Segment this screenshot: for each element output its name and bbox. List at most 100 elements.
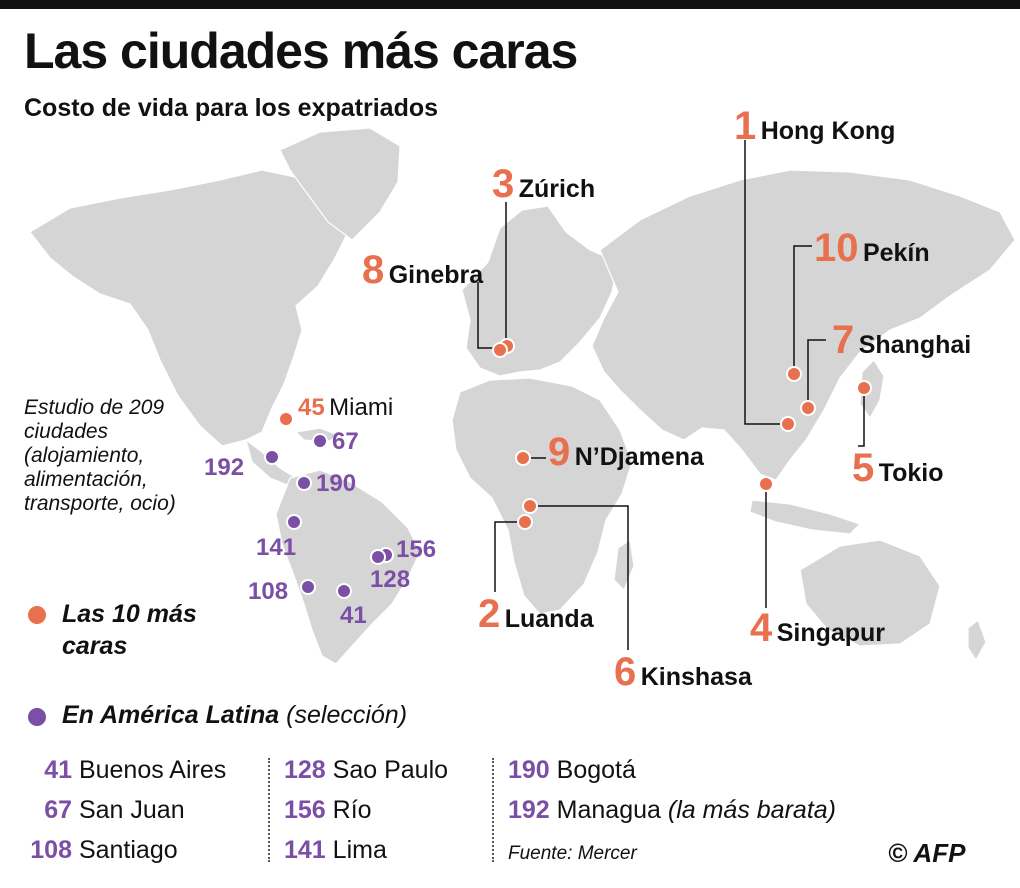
legend-top10-label: Las 10 más caras — [62, 600, 197, 660]
afp-credit: © AFP — [888, 838, 966, 868]
africa-land — [451, 377, 633, 615]
table-city: Managua — [556, 796, 661, 824]
table-city: San Juan — [78, 796, 185, 824]
study-note: Estudio de 209 ciudades (alojamiento, al… — [24, 396, 176, 515]
table-row: 192 Managua (la más barata) — [508, 798, 836, 823]
city-name: Miami — [329, 394, 394, 421]
asia-land — [591, 169, 1016, 481]
north-america-land — [29, 169, 351, 447]
leader-pekin — [793, 245, 812, 374]
marker-singapur — [758, 476, 774, 492]
page-title: Las ciudades más caras — [24, 23, 578, 79]
label-miami: 45 Miami — [298, 396, 393, 420]
page-subtitle: Costo de vida para los expatriados — [24, 94, 439, 122]
table-city: Lima — [332, 836, 387, 864]
city-name: Zúrich — [518, 175, 596, 203]
table-row: 67 San Juan — [20, 796, 185, 824]
marker-pekin — [786, 366, 802, 382]
marker-sao-paulo — [370, 549, 386, 565]
map-rank-managua: 192 — [204, 454, 245, 481]
table-rank: 141 — [284, 836, 326, 864]
indonesia-land — [749, 499, 862, 535]
rank-number: 3 — [492, 162, 515, 206]
map-rank-santiago: 108 — [248, 578, 289, 605]
table-row: 128 Sao Paulo — [284, 758, 448, 783]
rank-number: 6 — [614, 650, 637, 694]
rank-number: 9 — [548, 430, 571, 474]
new-zealand-land — [967, 619, 987, 662]
leader-hong-kong — [744, 140, 788, 425]
table-city: Sao Paulo — [332, 756, 449, 784]
label-pekin: 10 Pekín — [814, 228, 930, 268]
column-separator — [268, 758, 270, 862]
marker-managua — [264, 449, 280, 465]
table-row: 108 Santiago — [20, 836, 178, 864]
table-city: Buenos Aires — [78, 756, 227, 784]
map-rank-buenos-aires: 41 — [340, 602, 367, 629]
legend-top10-dot — [28, 606, 46, 624]
top10-markers — [278, 338, 872, 530]
rank-number: 1 — [734, 104, 757, 148]
table-row: 190 Bogotá — [508, 758, 636, 783]
map-rank-lima: 141 — [256, 534, 297, 561]
city-name: Ginebra — [388, 261, 484, 289]
city-name: Hong Kong — [760, 117, 896, 145]
label-ndjamena: 9 N’Djamena — [548, 432, 704, 472]
legend-latam-main: En América Latina — [62, 701, 280, 729]
rank-number: 8 — [362, 248, 385, 292]
label-shanghai: 7 Shanghai — [832, 320, 971, 360]
australia-land — [799, 539, 941, 647]
europe-land — [461, 205, 619, 377]
marker-lima — [286, 514, 302, 530]
marker-ndjamena — [515, 450, 531, 466]
legend-latam-label: En América Latina (selección) — [62, 703, 407, 728]
marker-ginebra — [492, 342, 508, 358]
source-note: Fuente: Mercer — [508, 843, 637, 864]
leader-luanda — [494, 521, 525, 592]
table-rank: 67 — [44, 796, 72, 824]
marker-shanghai — [800, 400, 816, 416]
madagascar-land — [613, 538, 635, 592]
table-note: (la más barata) — [667, 796, 836, 824]
table-city: Santiago — [78, 836, 178, 864]
rank-number: 2 — [478, 592, 501, 636]
label-ginebra: 8 Ginebra — [362, 250, 483, 290]
table-rank: 190 — [508, 756, 550, 784]
leader-kinshasa — [530, 505, 629, 650]
label-singapur: 4 Singapur — [750, 608, 885, 648]
japan-land — [859, 359, 885, 420]
map-rank-bogota: 190 — [316, 470, 357, 497]
latam-markers — [264, 433, 394, 599]
label-hong-kong: 1 Hong Kong — [734, 106, 895, 146]
city-name: N’Djamena — [574, 443, 704, 471]
table-rank: 41 — [44, 756, 72, 784]
label-luanda: 2 Luanda — [478, 594, 594, 634]
table-row: 156 Río — [284, 798, 372, 823]
marker-san-juan — [312, 433, 328, 449]
table-row: 41 Buenos Aires — [20, 758, 226, 783]
rank-number: 45 — [298, 394, 325, 421]
label-kinshasa: 6 Kinshasa — [614, 652, 752, 692]
table-row: 141 Lima — [284, 838, 387, 863]
table-city: Bogotá — [556, 756, 636, 784]
city-name: Kinshasa — [640, 663, 752, 691]
city-name: Singapur — [776, 619, 886, 647]
rank-number: 7 — [832, 318, 855, 362]
label-tokio: 5 Tokio — [852, 448, 944, 488]
table-rank: 156 — [284, 796, 326, 824]
leader-tokio — [858, 390, 865, 447]
table-rank: 128 — [284, 756, 326, 784]
marker-santiago — [300, 579, 316, 595]
rank-number: 4 — [750, 606, 773, 650]
city-name: Pekín — [862, 239, 930, 267]
legend-latam-dot — [28, 708, 46, 726]
map-rank-sao-paulo: 128 — [370, 566, 411, 593]
top-bar — [0, 0, 1020, 9]
rank-number: 5 — [852, 446, 875, 490]
table-city: Río — [332, 796, 372, 824]
marker-bogota — [296, 475, 312, 491]
table-rank: 108 — [30, 836, 72, 864]
marker-tokio — [856, 380, 872, 396]
greenland-land — [279, 127, 401, 241]
